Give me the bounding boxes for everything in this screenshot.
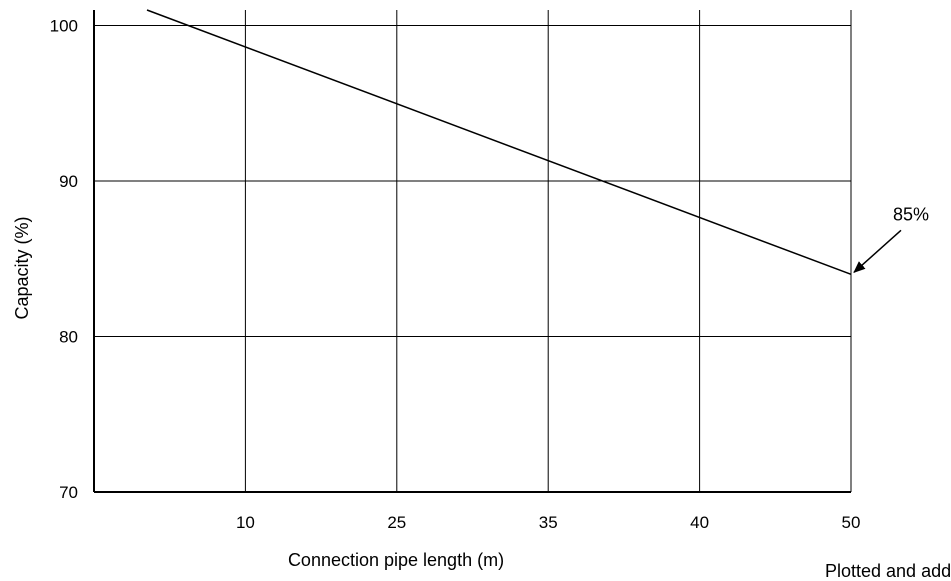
series xyxy=(146,9,852,276)
x-tick-label: 40 xyxy=(690,513,709,532)
footnote: Plotted and additional xyxy=(825,561,951,581)
annotation: 85% xyxy=(853,204,929,273)
x-tick-label: 25 xyxy=(387,513,406,532)
y-tick-label: 100 xyxy=(50,17,78,36)
series-line xyxy=(146,9,852,276)
y-tick-labels: 100 90 80 70 xyxy=(50,17,78,502)
y-tick-label: 80 xyxy=(59,328,78,347)
x-tick-label: 50 xyxy=(842,513,861,532)
annotation-arrow xyxy=(853,229,902,273)
annotation-label: 85% xyxy=(893,204,929,224)
y-tick-label: 70 xyxy=(59,483,78,502)
axes xyxy=(93,10,851,493)
x-tick-label: 35 xyxy=(539,513,558,532)
x-axis-label: Connection pipe length (m) xyxy=(288,550,504,570)
y-tick-label: 90 xyxy=(59,172,78,191)
y-axis-label: Capacity (%) xyxy=(12,216,32,319)
x-tick-labels: 10 25 35 40 50 xyxy=(236,513,861,532)
grid xyxy=(94,10,852,492)
x-tick-label: 10 xyxy=(236,513,255,532)
